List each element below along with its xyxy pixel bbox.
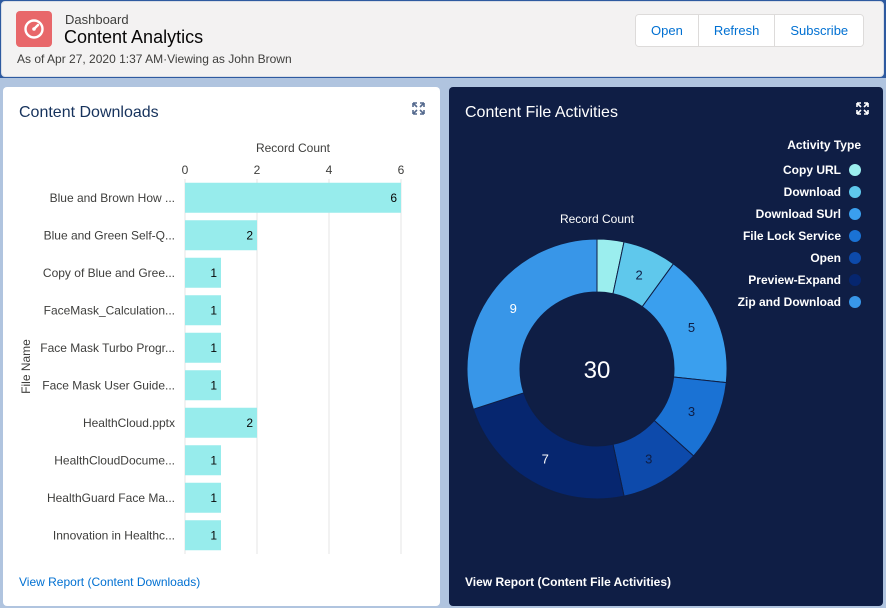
category-label: HealthGuard Face Ma...	[47, 491, 175, 505]
category-label: FaceMask_Calculation...	[44, 303, 175, 317]
y-axis-label: File Name	[19, 339, 33, 394]
expand-icon[interactable]	[412, 102, 425, 118]
slice-value-label: 9	[510, 301, 517, 316]
bar-value-label: 1	[210, 453, 217, 467]
subscribe-button[interactable]: Subscribe	[774, 15, 864, 46]
header-button-group: Open Refresh Subscribe	[635, 14, 865, 47]
page-title: Content Analytics	[64, 27, 204, 47]
slice-value-label: 3	[688, 404, 695, 419]
panel-title-content-file-activities: Content File Activities	[465, 104, 618, 121]
legend-label: Open	[810, 251, 841, 265]
header-subtitle: As of Apr 27, 2020 1:37 AM·Viewing as Jo…	[17, 52, 292, 66]
slice-value-label: 7	[542, 452, 549, 467]
donut-total: 30	[584, 357, 611, 384]
dashboard-header: Dashboard Content Analytics As of Apr 27…	[1, 1, 884, 77]
bar-value-label: 1	[210, 528, 217, 542]
legend-swatch	[849, 230, 861, 242]
slice-value-label: 3	[645, 452, 652, 467]
bar	[185, 257, 221, 288]
x-tick-label: 4	[326, 163, 333, 177]
content-file-activities-panel: Content File Activities Activity Type Co…	[449, 87, 883, 606]
open-button[interactable]: Open	[636, 15, 698, 46]
legend-swatch	[849, 274, 861, 286]
gauge-icon	[24, 19, 44, 39]
slice-value-label: 5	[688, 320, 695, 335]
bar	[185, 445, 221, 476]
legend-swatch	[849, 296, 861, 308]
bar-value-label: 1	[210, 491, 217, 505]
category-label: Face Mask Turbo Progr...	[40, 341, 175, 355]
category-label: Blue and Green Self-Q...	[44, 228, 175, 242]
bar	[185, 182, 401, 213]
legend-swatch	[849, 186, 861, 198]
category-label: Face Mask User Guide...	[42, 378, 175, 392]
refresh-button[interactable]: Refresh	[697, 15, 775, 46]
view-report-downloads-link[interactable]: View Report (Content Downloads)	[19, 575, 201, 589]
category-label: HealthCloud.pptx	[83, 416, 175, 430]
header-label: Dashboard	[65, 12, 129, 27]
x-tick-label: 0	[182, 163, 189, 177]
bar	[185, 520, 221, 551]
category-label: Copy of Blue and Gree...	[43, 266, 175, 280]
bar-value-label: 1	[210, 378, 217, 392]
category-label: HealthCloudDocume...	[54, 453, 175, 467]
donut-chart: Record Count 2 5 3 3 7 9 30	[466, 212, 728, 500]
legend-label: File Lock Service	[742, 229, 841, 243]
legend-label: Copy URL	[783, 163, 841, 177]
legend-label: Download	[783, 185, 841, 199]
legend-item[interactable]: Download SUrl	[756, 207, 861, 221]
bar-value-label: 1	[210, 303, 217, 317]
legend-swatch	[849, 252, 861, 264]
panel-title-content-downloads: Content Downloads	[19, 104, 159, 121]
donut-slice	[472, 392, 625, 500]
bar-value-label: 6	[390, 191, 397, 205]
content-downloads-panel: Content Downloads 0 2 4 6 Record Count File N…	[3, 87, 440, 606]
expand-icon[interactable]	[856, 102, 869, 118]
bar-chart: 0 2 4 6 Record Count File Name Blue and Brown …	[19, 141, 405, 554]
x-tick-label: 6	[398, 163, 405, 177]
legend-title: Activity Type	[787, 138, 861, 152]
x-axis-label: Record Count	[256, 141, 331, 155]
legend-label: Zip and Download	[737, 295, 841, 309]
category-label: Blue and Brown How ...	[50, 191, 175, 205]
bar	[185, 407, 257, 438]
bar	[185, 370, 221, 401]
bar-value-label: 2	[246, 416, 253, 430]
legend-label: Download SUrl	[755, 207, 841, 221]
donut-slice	[466, 238, 598, 410]
legend-item[interactable]: Download	[784, 185, 861, 199]
bar-value-label: 1	[210, 341, 217, 355]
legend-item[interactable]: Open	[810, 251, 861, 265]
bar	[185, 482, 221, 513]
dashboard-logo	[16, 11, 52, 47]
bar	[185, 220, 257, 251]
legend-label: Preview-Expand	[748, 273, 841, 287]
x-tick-label: 2	[254, 163, 261, 177]
bar-value-label: 1	[210, 266, 217, 280]
legend-item[interactable]: File Lock Service	[743, 229, 861, 243]
slice-value-label: 2	[635, 267, 642, 282]
legend-swatch	[849, 164, 861, 176]
category-label: Innovation in Healthc...	[53, 528, 175, 542]
legend-item[interactable]: Copy URL	[783, 163, 861, 177]
donut-center-title: Record Count	[560, 212, 635, 226]
bar	[185, 332, 221, 363]
view-report-activities-link[interactable]: View Report (Content File Activities)	[465, 575, 672, 589]
legend-swatch	[849, 208, 861, 220]
bar	[185, 295, 221, 326]
legend-item[interactable]: Zip and Download	[738, 295, 861, 309]
bar-value-label: 2	[246, 228, 253, 242]
legend-item[interactable]: Preview-Expand	[748, 273, 861, 287]
